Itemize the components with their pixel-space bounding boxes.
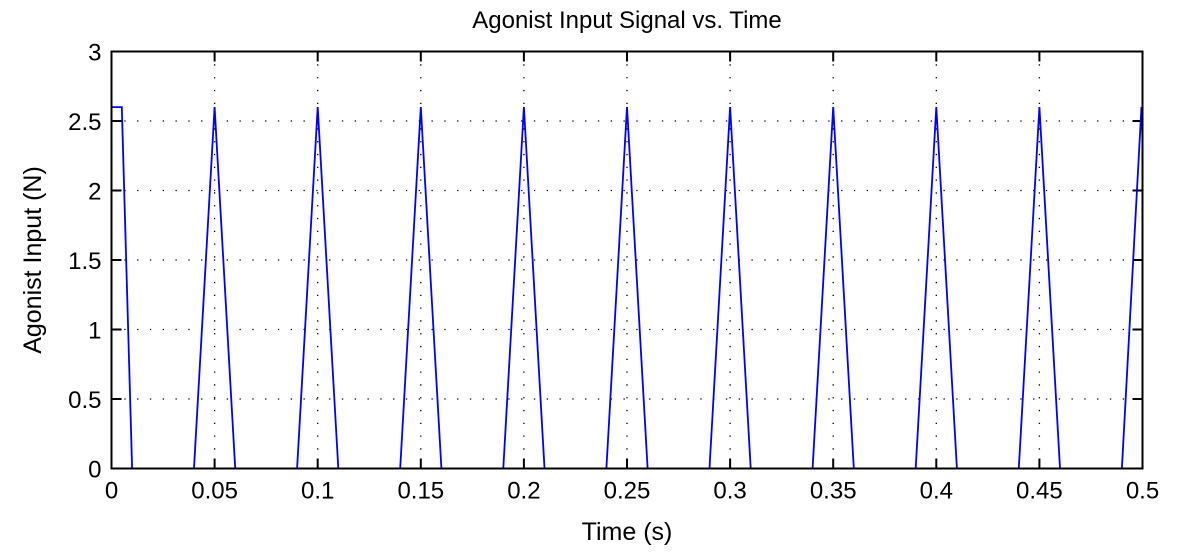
- y-tick-label: 1.5: [68, 248, 101, 275]
- chart-title: Agonist Input Signal vs. Time: [472, 7, 782, 34]
- y-tick-label: 0: [88, 457, 101, 484]
- x-tick-label: 0.45: [1016, 478, 1063, 505]
- y-tick-label: 0.5: [68, 387, 101, 414]
- x-tick-label: 0.25: [604, 478, 651, 505]
- x-tick-label: 0.05: [191, 478, 238, 505]
- x-axis-label: Time (s): [582, 518, 673, 546]
- x-tick-label: 0.1: [301, 478, 334, 505]
- series-line: [111, 106, 1144, 470]
- y-axis-label: Agonist Input (N): [19, 166, 47, 354]
- x-tick-label: 0.2: [507, 478, 540, 505]
- x-tick-label: 0.3: [713, 478, 746, 505]
- y-tick-label: 2.5: [68, 109, 101, 136]
- plot-frame: [110, 50, 1144, 470]
- x-tick-label: 0: [105, 478, 118, 505]
- x-tick-label: 0.15: [397, 478, 444, 505]
- y-tick-label: 2: [88, 179, 101, 206]
- x-tick-label: 0.4: [920, 478, 953, 505]
- y-tick-label: 1: [88, 318, 101, 345]
- x-tick-label: 0.5: [1126, 478, 1159, 505]
- y-tick-label: 3: [88, 40, 101, 67]
- x-tick-label: 0.35: [810, 478, 857, 505]
